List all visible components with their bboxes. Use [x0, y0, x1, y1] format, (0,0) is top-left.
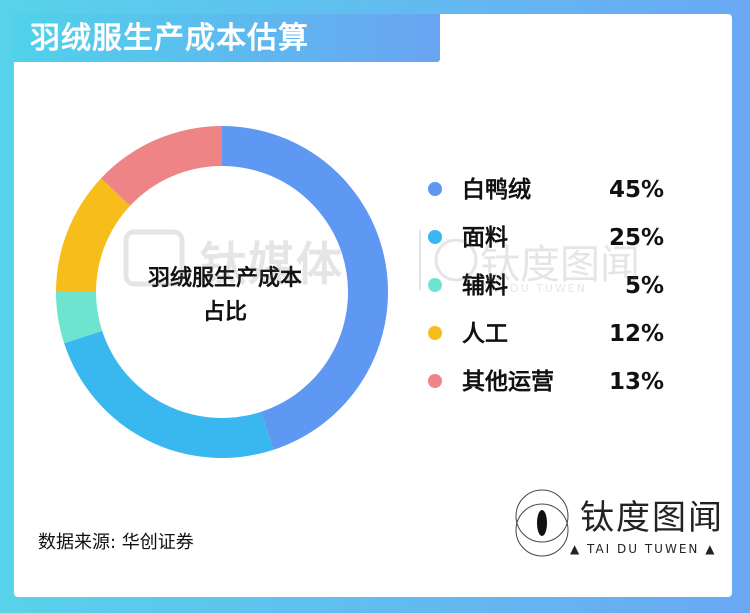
donut-slice-4 [100, 126, 222, 206]
chart-legend: 白鸭绒 45% 面料 25% 辅料 5% 人工 12% 其他运营 13% [428, 168, 688, 408]
legend-name: 人工 [462, 321, 508, 347]
donut-slice-3 [56, 178, 131, 292]
legend-dot-icon [428, 182, 442, 196]
data-source-note: 数据来源: 华创证券 [38, 532, 194, 553]
legend-dot-icon [428, 230, 442, 244]
legend-name: 辅料 [462, 273, 508, 299]
legend-item-qita: 其他运营 13% [428, 360, 688, 408]
legend-value: 25% [608, 225, 664, 251]
legend-item-mianliao: 面料 25% [428, 216, 688, 264]
legend-name: 面料 [462, 225, 508, 251]
center-label-line-1: 羽绒服生产成本 [147, 266, 302, 291]
logo-name-cn: 钛度图闻 [580, 498, 724, 538]
donut-center-label: 羽绒服生产成本 占比 [110, 262, 340, 330]
donut-slice-0 [222, 126, 388, 450]
logo-name-en: ▲ TAI DU TUWEN ▲ [570, 542, 717, 556]
legend-value: 5% [624, 273, 664, 299]
legend-name: 白鸭绒 [462, 177, 531, 203]
legend-item-fuliao: 辅料 5% [428, 264, 688, 312]
donut-slice-2 [56, 292, 103, 344]
legend-value: 45% [608, 177, 664, 203]
legend-value: 12% [608, 321, 664, 347]
legend-name: 其他运营 [462, 369, 554, 395]
legend-item-rengong: 人工 12% [428, 312, 688, 360]
legend-value: 13% [608, 369, 664, 395]
legend-dot-icon [428, 374, 442, 388]
legend-item-baiyarong: 白鸭绒 45% [428, 168, 688, 216]
legend-dot-icon [428, 278, 442, 292]
donut-slice-1 [64, 330, 274, 459]
page-title: 羽绒服生产成本估算 [30, 21, 309, 56]
legend-dot-icon [428, 326, 442, 340]
center-label-line-2: 占比 [202, 300, 247, 325]
title-banner [14, 14, 440, 62]
brand-logo: 钛度图闻 ▲ TAI DU TUWEN ▲ [512, 486, 722, 570]
eye-logo-icon [515, 489, 569, 557]
